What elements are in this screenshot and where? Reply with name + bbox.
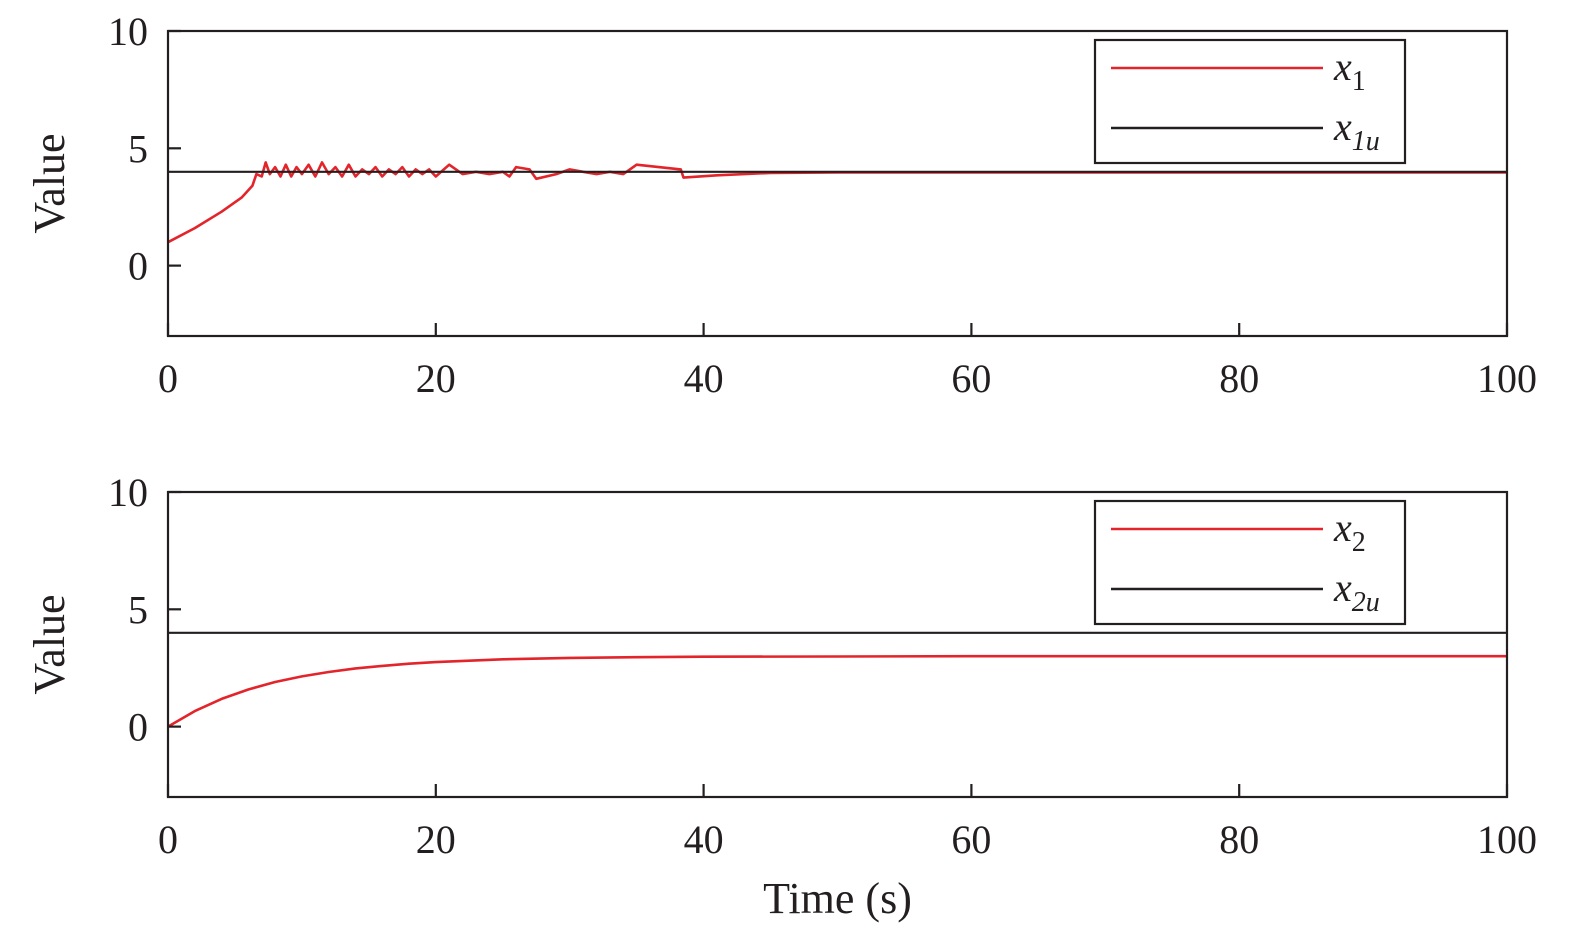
x-tick-label: 20	[416, 817, 456, 862]
legend-label-subscript: 2	[1352, 527, 1366, 558]
y-tick-label: 10	[108, 470, 148, 515]
x-tick-label: 0	[158, 817, 178, 862]
series-line-x2	[167, 654, 1507, 728]
legend-label-x2u: x2u	[1333, 565, 1380, 618]
y-tick-label: 0	[128, 244, 148, 289]
legend-label-base: x	[1333, 104, 1352, 149]
legend-label-x1u: x1u	[1333, 104, 1380, 157]
legend-label-x1: x1	[1333, 44, 1366, 97]
legend-label-x2: x2	[1333, 505, 1366, 558]
legend-box	[1093, 38, 1407, 165]
legend-box	[1093, 499, 1407, 626]
legend-label-subscript: 1	[1352, 66, 1366, 97]
y-tick-label: 5	[128, 587, 148, 632]
y-axis-label: Value	[25, 594, 74, 694]
axes-frame	[166, 490, 1509, 799]
axes-frame	[166, 29, 1509, 338]
x-tick-label: 40	[684, 817, 724, 862]
x-tick-label: 80	[1219, 817, 1259, 862]
legend-label-base: x	[1333, 505, 1352, 550]
x-tick-label: 60	[951, 356, 991, 401]
y-tick-label: 5	[128, 126, 148, 171]
x-tick-label: 60	[951, 817, 991, 862]
x-tick-label: 100	[1477, 817, 1537, 862]
legend-label-subscript: 1u	[1352, 126, 1380, 157]
series-line-x1	[167, 161, 1507, 244]
x-axis-label: Time (s)	[763, 874, 912, 923]
y-tick-label: 10	[108, 9, 148, 54]
legend-label-base: x	[1333, 565, 1352, 610]
legend-label-base: x	[1333, 44, 1352, 89]
y-tick-label: 0	[128, 705, 148, 750]
x-tick-label: 20	[416, 356, 456, 401]
x-tick-label: 40	[684, 356, 724, 401]
x-tick-label: 0	[158, 356, 178, 401]
y-axis-label: Value	[25, 133, 74, 233]
x-tick-label: 100	[1477, 356, 1537, 401]
x-tick-label: 80	[1219, 356, 1259, 401]
legend-label-subscript: 2u	[1352, 587, 1380, 618]
